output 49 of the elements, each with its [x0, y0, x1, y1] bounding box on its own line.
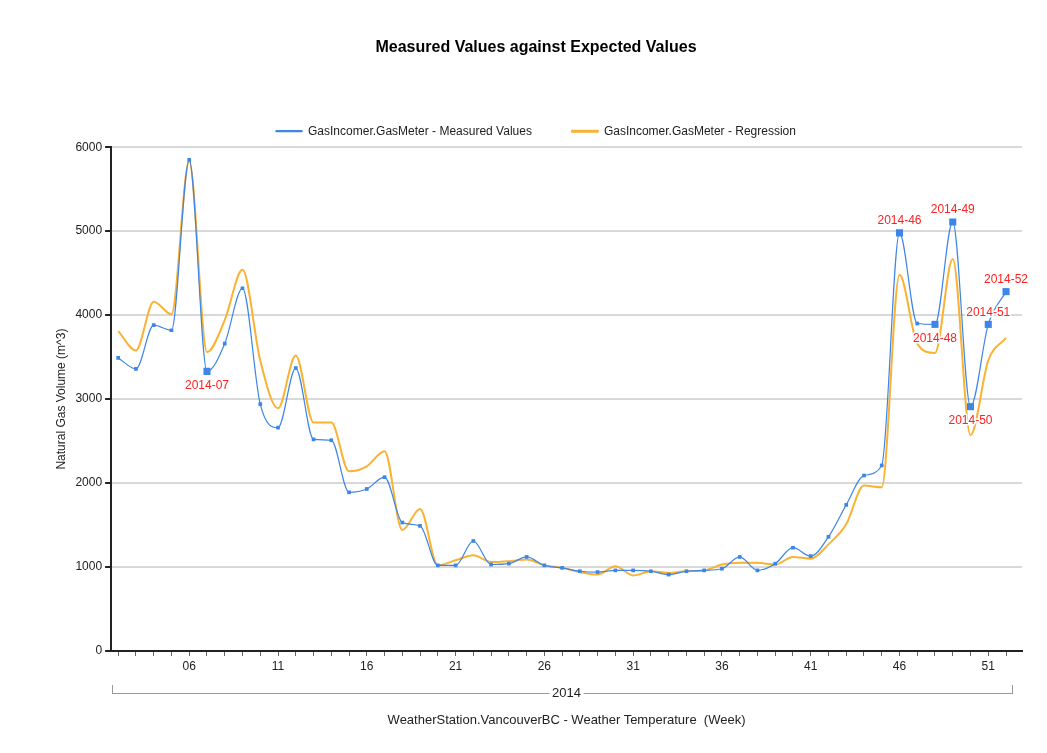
point	[844, 503, 849, 507]
annotation: 2014-52	[984, 271, 1029, 286]
y-tick-label: 6000	[75, 139, 103, 154]
point	[791, 545, 795, 550]
y-tick-label: 1000	[75, 559, 103, 574]
y-tick-label: 0	[95, 643, 103, 658]
point	[347, 490, 351, 495]
x-tick-label: 16	[360, 658, 374, 673]
chart-title: Measured Values against Expected Values	[375, 38, 697, 56]
x-tick-label: 36	[715, 658, 729, 673]
point	[258, 402, 263, 406]
point	[578, 569, 582, 574]
point	[151, 323, 156, 328]
x-tick-label: 11	[271, 658, 285, 673]
point	[773, 561, 778, 566]
x-tick-label: 06	[182, 658, 197, 673]
point	[222, 341, 227, 346]
point	[737, 555, 742, 559]
point	[471, 539, 476, 543]
y-tick-label: 2000	[75, 475, 103, 490]
point	[364, 487, 369, 491]
point	[808, 554, 813, 558]
x-tick-label: 41	[804, 658, 818, 673]
annotation: 2014-46	[877, 213, 922, 228]
point	[329, 438, 334, 443]
x-tick-label: 21	[448, 658, 463, 673]
text: 2014	[549, 685, 585, 700]
y-tick-label: 4000	[75, 307, 103, 322]
point	[649, 569, 653, 574]
y-axis-title: Natural Gas Volume (m^3)	[53, 328, 68, 470]
point	[116, 356, 121, 360]
legend-label: GasIncomer.GasMeter - Measured Values	[308, 123, 532, 138]
point	[507, 561, 511, 566]
annotation: 2014-07	[184, 377, 230, 392]
y-tick-label: 5000	[75, 223, 103, 238]
x-tick-label: 51	[981, 658, 996, 673]
point	[187, 157, 192, 162]
point	[134, 367, 138, 371]
point	[720, 566, 724, 571]
point	[418, 524, 422, 528]
annotation: 2014-49	[930, 202, 976, 217]
x-tick-label: 31	[626, 658, 641, 673]
x-tick-label: 46	[892, 658, 907, 673]
x-tick-label: 26	[537, 658, 552, 673]
point	[560, 566, 564, 570]
y-tick-label: 3000	[75, 391, 103, 406]
legend-label: GasIncomer.GasMeter - Regression	[603, 123, 796, 138]
x-axis-title: WeatherStation.VancouverBC - Weather Temperature (Week)	[387, 711, 746, 727]
point	[293, 366, 298, 370]
